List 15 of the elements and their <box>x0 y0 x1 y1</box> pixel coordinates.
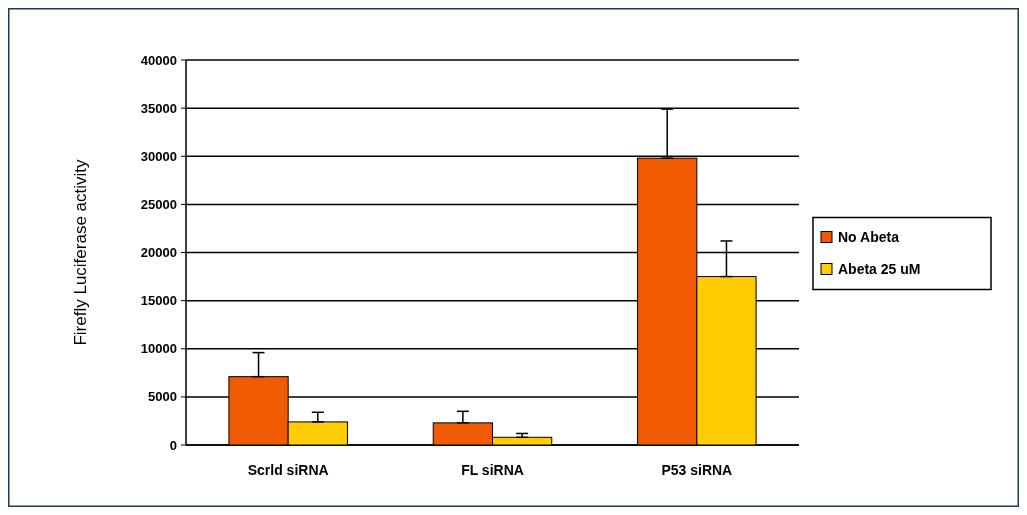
y-tick-label: 25000 <box>140 196 177 212</box>
y-tick-label: 20000 <box>140 245 177 261</box>
y-tick-label: 10000 <box>140 341 177 357</box>
y-tick-label: 35000 <box>140 100 177 116</box>
y-tick-label: 40000 <box>140 52 177 68</box>
y-tick-label: 5000 <box>148 389 177 405</box>
y-axis-title: Firefly Luciferase activity <box>71 158 90 346</box>
y-tick-label: 15000 <box>140 293 177 309</box>
y-tick-label: 0 <box>169 437 177 453</box>
legend-label: Abeta 25 uM <box>838 261 921 278</box>
x-tick-label: Scrld siRNA <box>247 462 329 478</box>
x-tick-label: FL siRNA <box>461 462 524 478</box>
legend-label: No Abeta <box>838 229 900 246</box>
y-tick-label: 30000 <box>140 148 177 164</box>
x-tick-label: P53 siRNA <box>661 462 733 478</box>
